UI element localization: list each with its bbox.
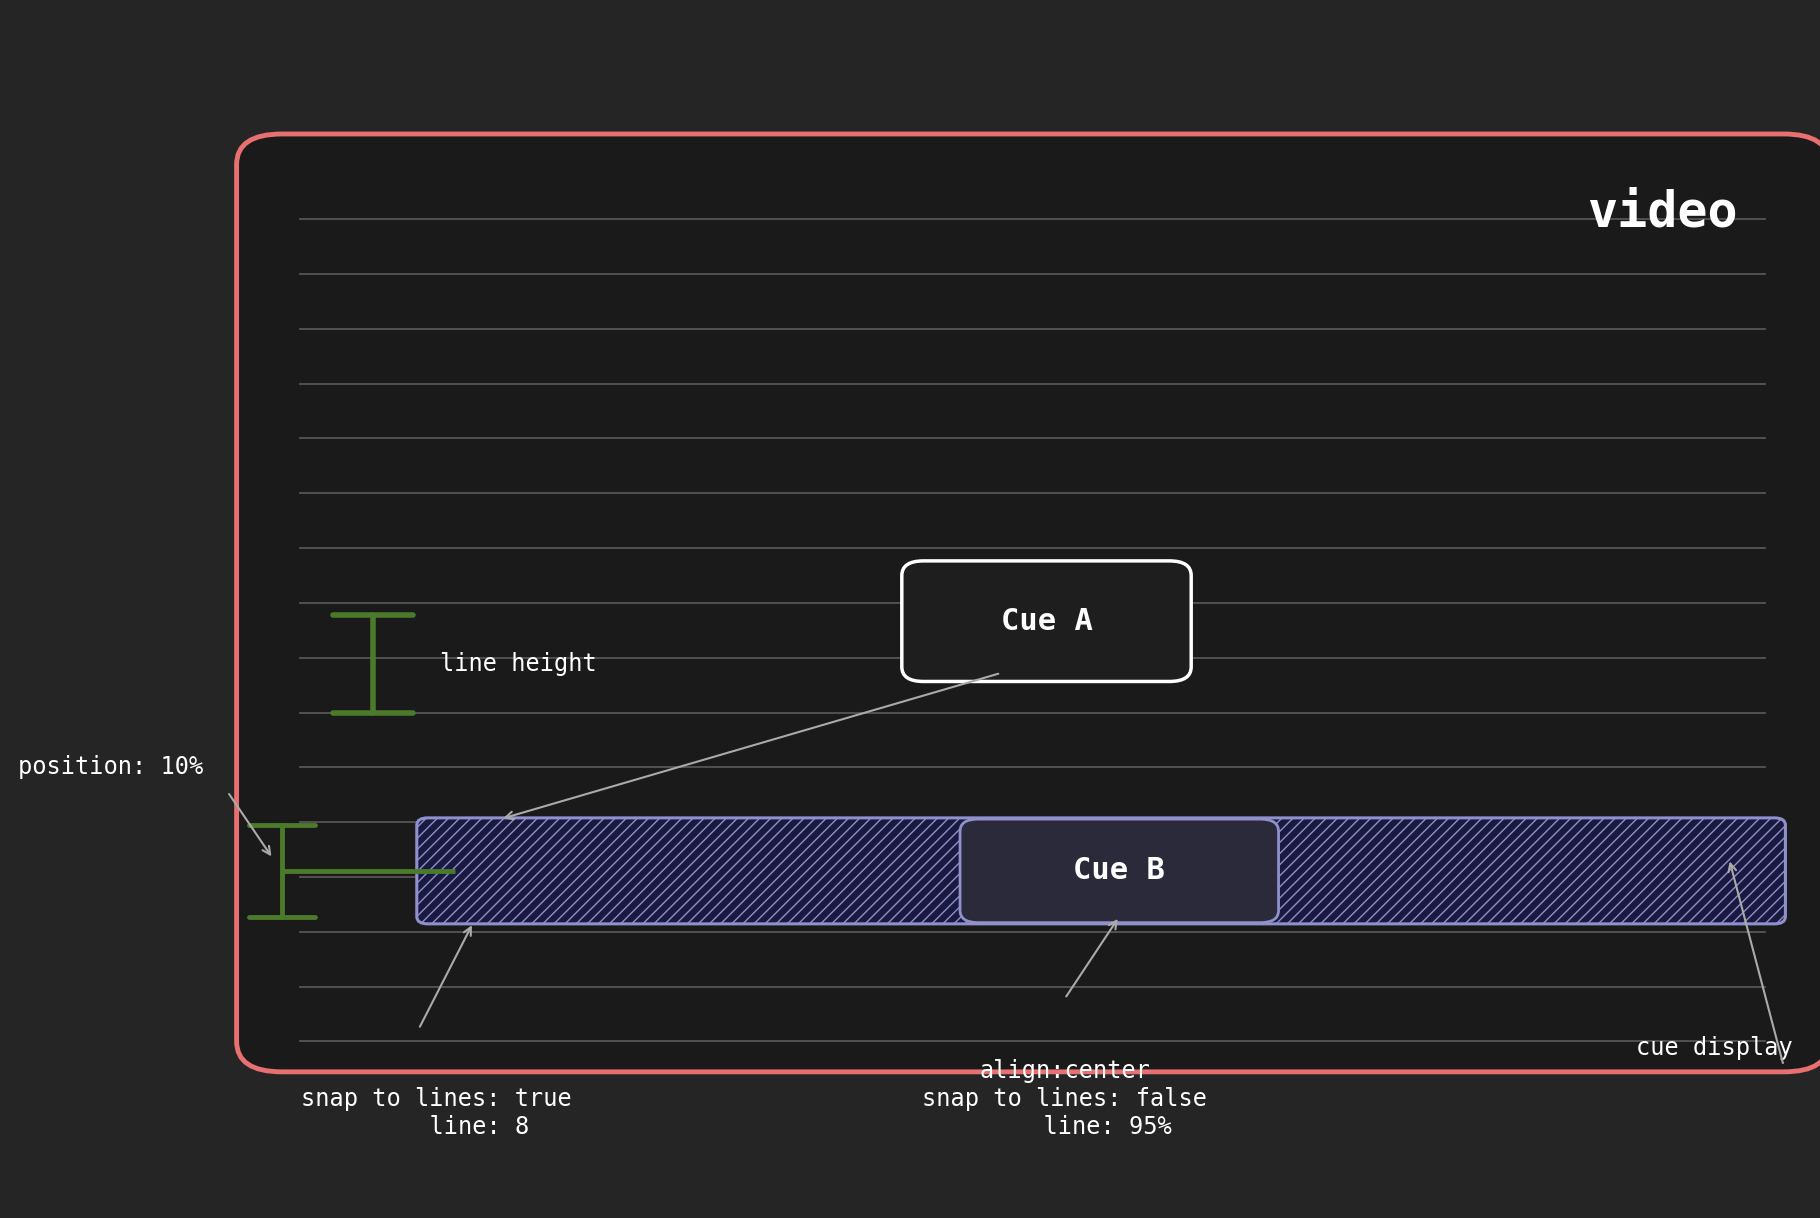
Text: Cue B: Cue B: [1074, 856, 1165, 885]
Text: cue display: cue display: [1636, 1035, 1793, 1060]
Text: align:center
snap to lines: false
      line: 95%: align:center snap to lines: false line: …: [923, 1060, 1207, 1139]
FancyBboxPatch shape: [417, 818, 1785, 924]
Text: snap to lines: true
      line: 8: snap to lines: true line: 8: [302, 1086, 571, 1139]
FancyBboxPatch shape: [961, 820, 1278, 923]
FancyBboxPatch shape: [237, 134, 1820, 1072]
FancyBboxPatch shape: [903, 560, 1192, 682]
Text: video: video: [1587, 189, 1738, 236]
Text: position: 10%: position: 10%: [18, 755, 204, 780]
Text: Cue A: Cue A: [1001, 607, 1092, 636]
Text: line height: line height: [440, 652, 597, 676]
